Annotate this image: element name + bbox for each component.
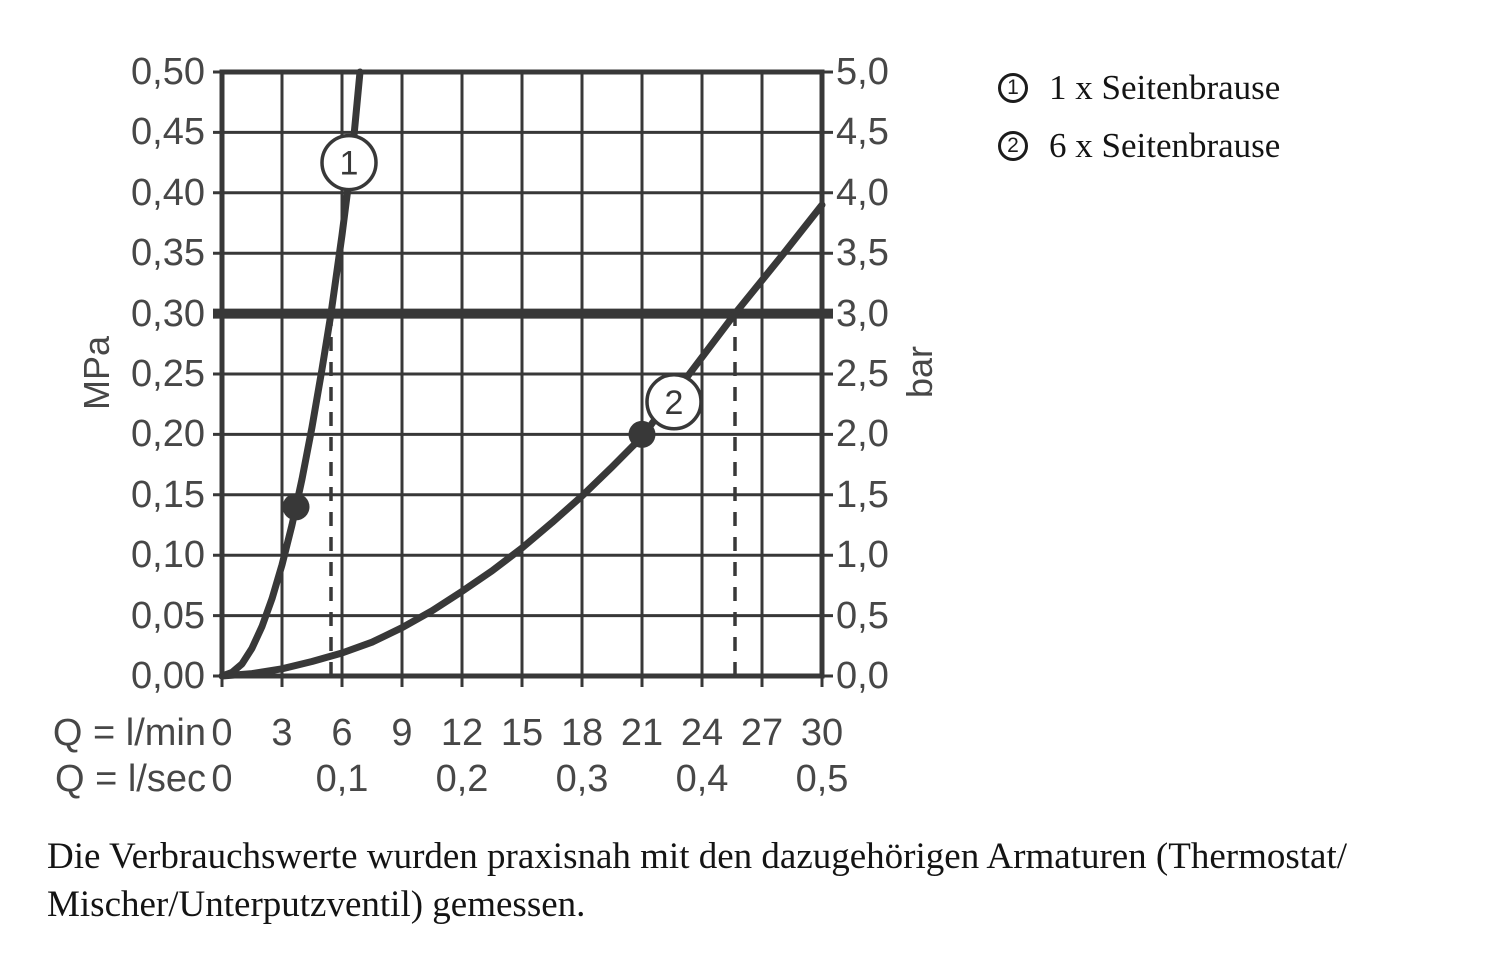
x-axis-lmin-tick-label: 3 (271, 712, 293, 754)
y-axis-left-tick-label: 0,00 (131, 655, 205, 697)
y-axis-left-tick-label: 0,15 (131, 474, 205, 516)
y-axis-right-tick-label: 1,5 (836, 474, 889, 516)
y-axis-left-tick-label: 0,25 (131, 353, 205, 395)
x-axis-lmin-tick-label: 0 (211, 712, 233, 754)
x-axis-lmin-tick-label: 24 (680, 712, 724, 754)
legend-item-2: 2 6 x Seitenbrause (998, 126, 1280, 166)
y-axis-right-tick-label: 3,0 (836, 293, 889, 335)
y-axis-right-tick-label: 1,0 (836, 534, 889, 576)
curve-number-text-2: 2 (665, 384, 684, 422)
y-axis-right-tick-label: 3,5 (836, 232, 889, 274)
y-axis-right-tick-label: 4,0 (836, 172, 889, 214)
y-axis-right-tick-label: 5,0 (836, 51, 889, 93)
plot-border (219, 69, 825, 679)
x-axis-lsec-tick-label: 0,1 (315, 758, 369, 800)
y-axis-left-tick-label: 0,05 (131, 595, 205, 637)
y-axis-right-tick-label: 4,5 (836, 111, 889, 153)
legend-marker-circle-2: 2 (998, 131, 1028, 161)
footer-line-1: Die Verbrauchswerte wurden praxisnah mit… (47, 836, 1348, 877)
legend-marker-circle-1: 1 (998, 73, 1028, 103)
y-axis-left-tick-label: 0,35 (131, 232, 205, 274)
x-axis-lsec-tick-label: 0,2 (435, 758, 489, 800)
x-axis-lsec-unit-label: Q = l/sec (55, 758, 206, 800)
legend-label-1: 1 x Seitenbrause (1049, 68, 1281, 107)
y-axis-right-tick-label: 0,5 (836, 595, 889, 637)
x-axis-lmin-tick-label: 9 (391, 712, 413, 754)
y-axis-right-tick-label: 0,0 (836, 655, 889, 697)
y-axis-right-tick-label: 2,5 (836, 353, 889, 395)
x-axis-lmin-tick-label: 21 (620, 712, 664, 754)
x-axis-lmin-tick-label: 30 (800, 712, 844, 754)
x-axis-lmin-tick-label: 18 (560, 712, 604, 754)
x-axis-lsec-tick-label: 0,4 (675, 758, 729, 800)
y-axis-left-tick-label: 0,30 (131, 293, 205, 335)
y-axis-left-tick-label: 0,50 (131, 51, 205, 93)
curve-number-circle-2 (645, 373, 703, 431)
data-point-1 (282, 493, 310, 521)
y-axis-left-tick-label: 0,45 (131, 111, 205, 153)
x-axis-lmin-tick-label: 27 (740, 712, 784, 754)
footer-note: Die Verbrauchswerte wurden praxisnah mit… (47, 833, 1347, 929)
footer-line-2: Mischer/Unterputzventil) gemessen. (47, 884, 586, 925)
x-axis-lmin-tick-label: 12 (440, 712, 484, 754)
data-point-2 (628, 420, 656, 448)
legend-label-2: 6 x Seitenbrause (1049, 126, 1281, 165)
x-axis-lsec-tick-label: 0,3 (555, 758, 609, 800)
legend-item-1: 1 1 x Seitenbrause (998, 68, 1280, 108)
x-axis-lmin-unit-label: Q = l/min (52, 712, 206, 754)
x-axis-lmin-tick-label: 6 (331, 712, 353, 754)
x-axis-lmin-tick-label: 15 (500, 712, 544, 754)
y-axis-left-tick-label: 0,40 (131, 172, 205, 214)
y-axis-left-tick-label: 0,10 (131, 534, 205, 576)
y-axis-left-tick-label: 0,20 (131, 413, 205, 455)
x-axis-lsec-tick-label: 0,5 (795, 758, 849, 800)
x-axis-lsec-tick-label: 0 (211, 758, 233, 800)
y-axis-right-tick-label: 2,0 (836, 413, 889, 455)
curve-number-circle-1 (320, 133, 378, 192)
curve-number-text-1: 1 (340, 145, 359, 183)
